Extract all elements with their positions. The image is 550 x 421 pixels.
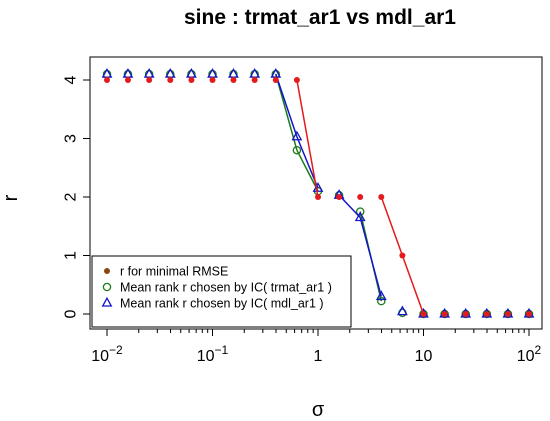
data-point bbox=[354, 211, 366, 222]
legend-box bbox=[91, 255, 352, 328]
data-point bbox=[420, 311, 427, 317]
data-point bbox=[209, 77, 216, 83]
series-0 bbox=[104, 77, 532, 317]
data-point bbox=[355, 207, 365, 216]
data-point bbox=[397, 305, 408, 316]
x-tick-label: 10−1 bbox=[197, 343, 229, 365]
x-axis: 10−2 10−1 1 10 102 bbox=[91, 328, 542, 365]
data-point bbox=[272, 77, 279, 83]
series-line-segment bbox=[401, 255, 425, 315]
data-point bbox=[292, 145, 302, 155]
x-tick-label: 102 bbox=[517, 343, 542, 365]
data-point bbox=[251, 77, 258, 83]
data-point bbox=[336, 194, 343, 200]
y-tick-label: 0 bbox=[63, 309, 80, 318]
data-point bbox=[188, 77, 195, 83]
y-tick-label: 4 bbox=[63, 75, 80, 84]
legend-marker bbox=[102, 282, 112, 292]
legend-marker bbox=[104, 268, 110, 274]
data-point bbox=[291, 130, 303, 141]
data-point bbox=[315, 194, 321, 200]
data-point bbox=[377, 296, 386, 306]
x-axis-label: σ bbox=[312, 399, 325, 421]
legend-marker bbox=[101, 296, 113, 307]
data-point bbox=[293, 77, 300, 83]
data-point bbox=[378, 194, 385, 200]
series-line-segment bbox=[275, 73, 298, 137]
legend: r for minimal RMSE Mean rank r chosen by … bbox=[91, 255, 352, 328]
series-layer bbox=[101, 68, 535, 319]
series-line-segment bbox=[338, 194, 361, 218]
y-axis: 0 1 2 3 4 bbox=[63, 75, 91, 318]
x-tick-label: 10−2 bbox=[91, 343, 123, 365]
data-point bbox=[462, 311, 469, 317]
y-tick-label: 3 bbox=[63, 134, 80, 143]
series-line-segment bbox=[296, 149, 319, 192]
data-point bbox=[146, 77, 153, 83]
y-tick-label: 1 bbox=[63, 251, 80, 260]
data-point bbox=[104, 77, 110, 83]
data-point bbox=[167, 77, 174, 83]
series-line-segment bbox=[359, 217, 383, 297]
data-point bbox=[441, 311, 448, 317]
series-line-segment bbox=[296, 79, 319, 198]
x-tick-label: 10 bbox=[415, 348, 433, 365]
x-tick-label: 1 bbox=[314, 348, 323, 365]
data-point bbox=[483, 311, 490, 317]
data-point bbox=[124, 77, 131, 83]
data-point bbox=[504, 311, 511, 317]
chart-title: sine : trmat_ar1 vs mdl_ar1 bbox=[184, 6, 456, 29]
data-point bbox=[375, 290, 387, 301]
series-line-segment bbox=[380, 196, 404, 256]
y-axis-label: r bbox=[0, 194, 22, 201]
data-point bbox=[230, 77, 237, 83]
y-tick-label: 2 bbox=[63, 192, 80, 201]
data-point bbox=[357, 194, 364, 200]
legend-label: Mean rank r chosen by IC( trmat_ar1 ) bbox=[120, 281, 332, 295]
legend-label: r for minimal RMSE bbox=[120, 265, 228, 279]
data-point bbox=[399, 252, 406, 259]
data-point bbox=[526, 311, 532, 317]
legend-label: Mean rank r chosen by IC( mdl_ar1 ) bbox=[120, 297, 324, 311]
